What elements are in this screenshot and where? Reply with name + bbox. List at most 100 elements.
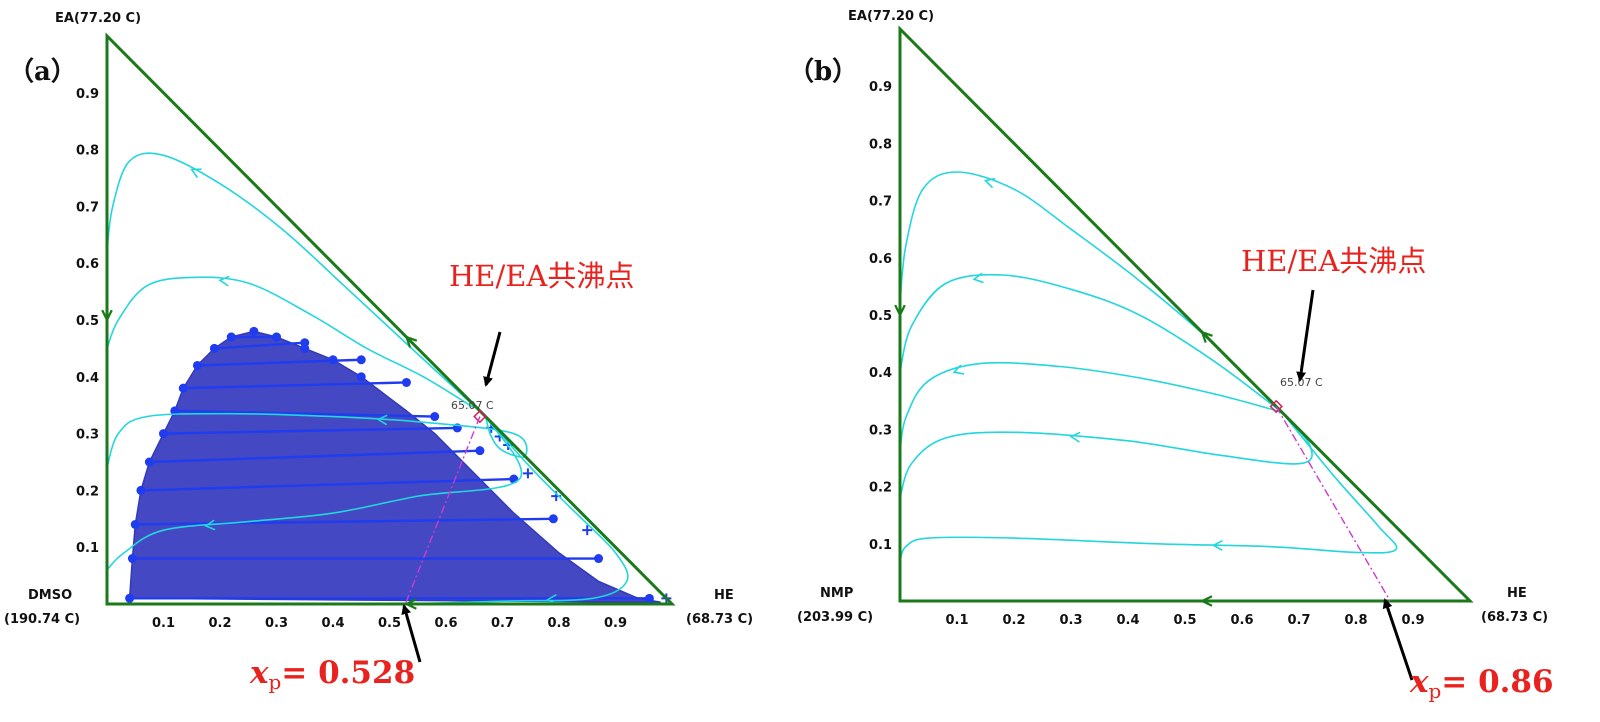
boundary-arrow xyxy=(1199,595,1213,607)
x-tick-label: 0.5 xyxy=(1173,613,1196,628)
mixing-line xyxy=(404,416,481,605)
x-tick-label: 0.6 xyxy=(434,616,457,631)
x-tick-label: 0.9 xyxy=(604,616,627,631)
tie-line-end-point xyxy=(170,406,180,416)
tie-line-end-point xyxy=(356,355,366,365)
residue-curve-arrow xyxy=(983,177,996,189)
residue-curve-arrow xyxy=(218,275,230,287)
feed-point-label: xp= 0.86 xyxy=(1409,664,1554,703)
y-tick-label: 0.6 xyxy=(76,257,99,272)
residue-curve-arrow xyxy=(972,272,984,284)
y-tick-label: 0.5 xyxy=(869,309,892,324)
y-tick-label: 0.2 xyxy=(869,481,892,496)
x-tick-label: 0.1 xyxy=(945,613,968,628)
y-tick-label: 0.5 xyxy=(76,314,99,329)
y-tick-label: 0.3 xyxy=(869,423,892,438)
x-tick-label: 0.3 xyxy=(1059,613,1082,628)
tie-line-end-point xyxy=(159,429,168,439)
y-tick-label: 0.3 xyxy=(76,428,99,443)
y-tick-label: 0.4 xyxy=(869,366,892,381)
residue-curve xyxy=(899,273,1283,413)
y-tick-label: 0.1 xyxy=(869,538,892,553)
ternary-chart-b: 0.1 0.2 0.3 0.4 0.5 0.6 0.7 0.8 0.9 0.1 0.2 0.3 0.4 0… xyxy=(788,9,1554,703)
feed-point-arrow xyxy=(401,604,422,663)
x-tick-label: 0.1 xyxy=(152,616,175,631)
boundary-arrow xyxy=(403,598,417,610)
left-vertex-name: NMP xyxy=(820,586,853,601)
plus-marker xyxy=(522,468,533,479)
azeotrope-temperature: 65.07 C xyxy=(1280,376,1323,389)
feed-point-subscript: p xyxy=(1428,679,1441,703)
feed-point-label: xp= 0.528 xyxy=(249,655,415,694)
feed-point-symbol: x xyxy=(1409,664,1429,700)
envelope-point xyxy=(249,326,259,336)
tie-line-end-point xyxy=(178,383,188,393)
plus-marker xyxy=(582,525,593,536)
residue-curve xyxy=(106,152,487,418)
residue-curve xyxy=(899,411,1398,562)
tie-line-end-point xyxy=(594,554,604,564)
tie-line-end-point xyxy=(144,457,154,467)
residue-curve-arrow xyxy=(376,414,388,426)
feed-point-value: = 0.86 xyxy=(1441,664,1553,700)
y-tick-label: 0.2 xyxy=(76,484,99,499)
y-tick-label: 0.4 xyxy=(76,371,99,386)
feed-point-subscript: p xyxy=(268,670,281,694)
y-tick-label: 0.7 xyxy=(76,200,99,215)
tie-line xyxy=(163,426,458,435)
tie-line-end-point xyxy=(125,593,135,603)
x-tick-label: 0.9 xyxy=(1401,613,1424,628)
boundary-arrow xyxy=(1200,330,1213,343)
residue-curve-arrow xyxy=(1211,539,1223,551)
boundary-arrow xyxy=(404,335,418,348)
y-tick-label: 0.8 xyxy=(869,137,892,152)
boundary-arrow xyxy=(101,309,113,323)
tie-line-end-point xyxy=(548,514,558,524)
tie-line-end-point xyxy=(644,593,654,603)
two-liquid-region xyxy=(128,330,661,604)
tie-line-end-point xyxy=(127,554,137,564)
x-tick-label: 0.2 xyxy=(208,616,231,631)
tie-line xyxy=(140,477,514,492)
x-tick-label: 0.6 xyxy=(1230,613,1253,628)
right-vertex-temp: (68.73 C) xyxy=(686,612,753,627)
x-tick-label: 0.2 xyxy=(1002,613,1025,628)
azeotrope-marker xyxy=(473,409,487,424)
azeotrope-marker xyxy=(1269,399,1283,414)
residue-curve-arrow xyxy=(1069,431,1081,443)
y-tick-label: 0.9 xyxy=(869,80,892,95)
feed-point-value: = 0.528 xyxy=(281,655,415,691)
tie-line-end-point xyxy=(130,519,140,529)
residue-curve-arrow xyxy=(952,364,965,375)
x-tick-label: 0.5 xyxy=(378,616,401,631)
tie-line-end-point xyxy=(430,412,440,422)
top-vertex-label: EA(77.20 C) xyxy=(55,11,141,26)
azeotrope-pointer-arrow xyxy=(483,331,502,387)
tie-line xyxy=(149,449,480,464)
x-tick-label: 0.7 xyxy=(491,616,514,631)
y-tick-label: 0.7 xyxy=(869,195,892,210)
residue-curve xyxy=(899,411,1313,499)
x-tick-label: 0.8 xyxy=(1344,613,1367,628)
residue-curve-arrow xyxy=(190,168,202,179)
tie-line-end-point xyxy=(209,343,219,353)
feed-point-symbol: x xyxy=(249,655,269,691)
right-vertex-name: HE xyxy=(714,588,734,603)
azeotrope-label: HE/EA共沸点 xyxy=(449,259,634,293)
residue-curve xyxy=(899,361,1283,453)
x-tick-label: 0.4 xyxy=(1116,613,1139,628)
tie-line-end-point xyxy=(475,446,485,456)
mixing-line xyxy=(1275,406,1391,602)
panel-label: （a） xyxy=(8,57,77,87)
tie-line xyxy=(214,341,305,350)
residue-curve xyxy=(106,412,528,468)
envelope-point xyxy=(356,372,366,382)
azeotrope-pointer-arrow xyxy=(1296,289,1315,382)
left-vertex-name: DMSO xyxy=(28,588,72,603)
y-tick-label: 0.9 xyxy=(76,87,99,102)
left-vertex-temp: (190.74 C) xyxy=(4,612,80,627)
residue-curve xyxy=(106,416,523,571)
left-vertex-temp: (203.99 C) xyxy=(797,610,873,625)
right-vertex-name: HE xyxy=(1507,586,1527,601)
